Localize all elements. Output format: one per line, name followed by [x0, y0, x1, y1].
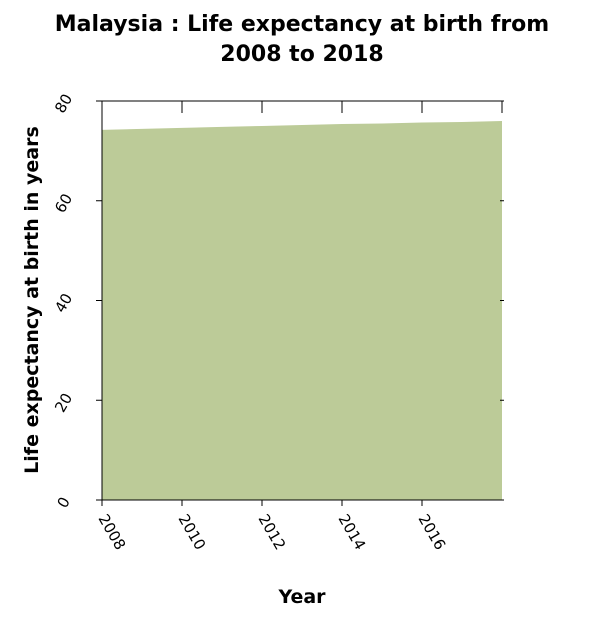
y-tick-label: 0 [53, 494, 73, 511]
x-tick-label: 2008 [95, 511, 130, 553]
y-tick-label: 80 [51, 91, 76, 117]
plot-area: 2008 2010 2012 2014 2016 0 20 40 60 80 [51, 91, 504, 553]
chart-title-line1: Malaysia : Life expectancy at birth from [55, 12, 549, 37]
x-axis-label: Year [277, 586, 326, 608]
x-tick-label: 2012 [255, 511, 290, 553]
chart-title-line2: 2008 to 2018 [220, 42, 383, 67]
x-tick-label: 2014 [335, 511, 370, 553]
y-tick-label: 40 [51, 290, 76, 316]
y-axis-label: Life expectancy at birth in years [21, 126, 43, 474]
x-tick-label: 2016 [415, 511, 450, 553]
y-tick-label: 20 [51, 390, 76, 416]
area-series [102, 120, 502, 500]
y-tick-label: 60 [51, 190, 76, 216]
x-tick-label: 2010 [175, 511, 210, 553]
